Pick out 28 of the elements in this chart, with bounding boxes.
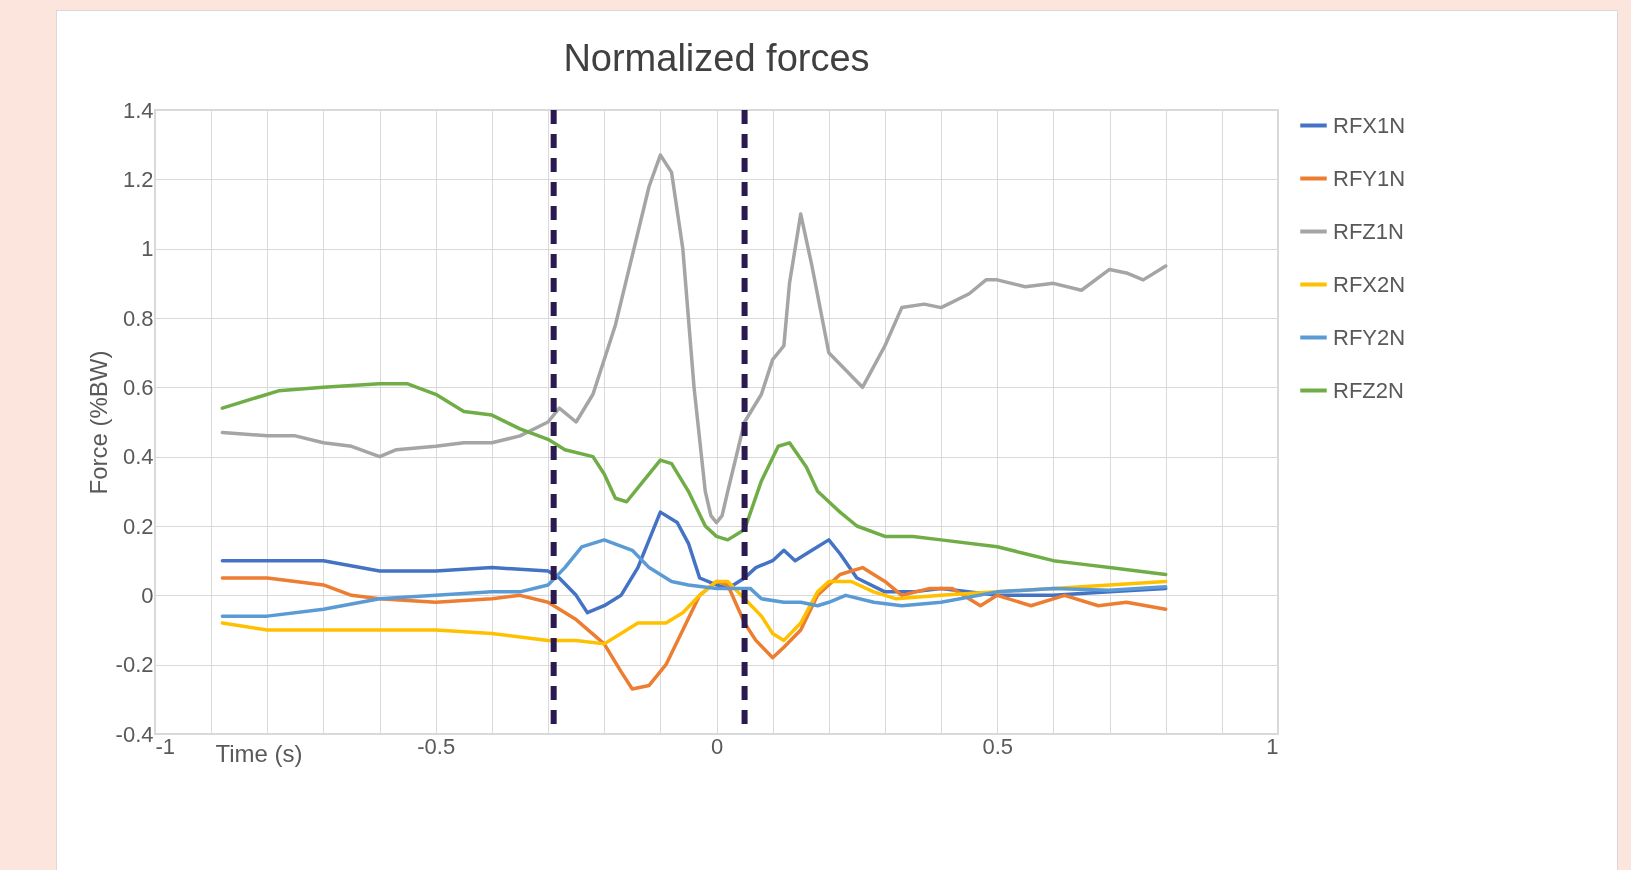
legend-label: RFZ2N: [1333, 377, 1404, 403]
x-tick-label: -1: [155, 733, 176, 759]
y-axis-title: Force (%BW): [84, 350, 112, 495]
x-tick-label: 1: [1266, 733, 1279, 759]
y-tick-label: 0: [141, 582, 154, 608]
legend-label: RFZ1N: [1333, 218, 1404, 244]
line-series: [220, 565, 1168, 691]
y-tick-label: 0.2: [122, 513, 154, 539]
chart-title: Normalized forces: [563, 37, 870, 79]
y-tick-label: -0.2: [115, 652, 154, 678]
line-series: [220, 538, 1168, 618]
line-series: [220, 153, 1168, 525]
x-tick-label: -0.5: [417, 733, 456, 759]
legend-label: RFY2N: [1333, 324, 1406, 350]
x-axis-title: Time (s): [215, 739, 303, 767]
line-series: [220, 382, 1168, 577]
y-tick-label: 1: [141, 236, 154, 262]
y-tick-label: 1.4: [122, 97, 154, 123]
x-tick-label: 0.5: [982, 733, 1014, 759]
legend-label: RFY1N: [1333, 165, 1406, 191]
legend-label: RFX1N: [1333, 112, 1406, 138]
legend-label: RFX2N: [1333, 271, 1406, 297]
y-tick-label: 0.8: [122, 305, 154, 331]
x-tick-label: 0: [710, 733, 724, 759]
y-tick-label: 0.6: [122, 374, 154, 400]
y-tick-label: -0.4: [115, 721, 154, 747]
y-tick-label: 0.4: [122, 444, 154, 470]
y-tick-label: 1.2: [122, 166, 154, 192]
